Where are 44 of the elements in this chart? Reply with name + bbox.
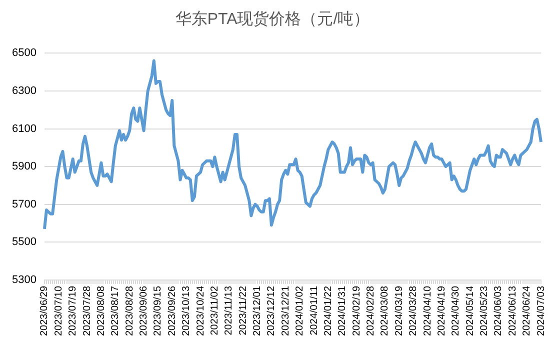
x-tick-label: 2024/04/30 — [450, 286, 462, 336]
x-tick-label: 2024/03/19 — [394, 286, 405, 336]
y-tick-label: 6500 — [12, 47, 36, 60]
x-tick-label: 2023/07/19 — [68, 286, 79, 336]
x-tick-label: 2024/05/23 — [479, 286, 490, 336]
x-tick-label: 2023/07/28 — [82, 286, 93, 336]
x-tick-label: 2023/09/15 — [152, 286, 164, 336]
y-tick-label: 5900 — [12, 160, 36, 173]
x-tick-label: 2023/11/13 — [224, 286, 235, 336]
x-tick-label: 2024/06/24 — [522, 286, 533, 336]
x-tick-label: 2023/10/24 — [195, 286, 206, 336]
x-tick-label: 2023/10/13 — [181, 286, 192, 336]
x-tick-label: 2023/09/06 — [138, 286, 150, 336]
x-tick-label: 2023/12/12 — [266, 286, 278, 336]
x-tick-label: 2024/06/03 — [493, 286, 504, 336]
x-tick-label: 2024/04/10 — [422, 286, 434, 336]
y-tick-label: 6300 — [12, 85, 36, 98]
x-tick-label: 2024/05/14 — [464, 286, 476, 336]
x-tick-label: 2024/02/19 — [351, 286, 362, 336]
x-tick-label: 2023/08/08 — [96, 286, 107, 336]
y-tick-label: 5500 — [12, 236, 36, 248]
x-tick-label: 2024/01/11 — [308, 286, 320, 336]
y-tick-label: 5300 — [12, 274, 36, 286]
x-tick-label: 2024/01/22 — [322, 286, 334, 336]
x-tick-label: 2024/07/03 — [536, 286, 547, 336]
x-tick-label: 2024/03/08 — [380, 286, 391, 336]
x-tick-label: 2024/01/31 — [337, 286, 348, 336]
x-tick-label: 2024/01/02 — [294, 286, 306, 336]
x-tick-label: 2023/09/26 — [166, 286, 178, 336]
x-tick-label: 2024/02/28 — [366, 286, 377, 336]
chart-title: 华东PTA现货价格（元/吨） — [175, 10, 370, 28]
x-tick-label: 2024/06/13 — [507, 286, 518, 336]
x-tick-label: 2024/03/28 — [408, 286, 420, 336]
x-tick-label: 2023/06/29 — [39, 286, 50, 336]
x-tick-label: 2023/08/28 — [124, 286, 136, 336]
x-tick-label: 2023/12/21 — [280, 286, 292, 336]
x-tick-label: 2023/11/02 — [209, 286, 220, 336]
y-tick-label: 5700 — [12, 198, 36, 210]
x-tick-label: 2023/07/10 — [53, 286, 64, 336]
x-tick-label: 2023/08/17 — [110, 286, 122, 336]
x-tick-label: 2023/12/01 — [252, 286, 264, 336]
y-tick-label: 6100 — [12, 122, 36, 135]
x-tick-label: 2024/04/19 — [436, 286, 448, 336]
x-tick-label: 2023/11/22 — [238, 286, 249, 336]
